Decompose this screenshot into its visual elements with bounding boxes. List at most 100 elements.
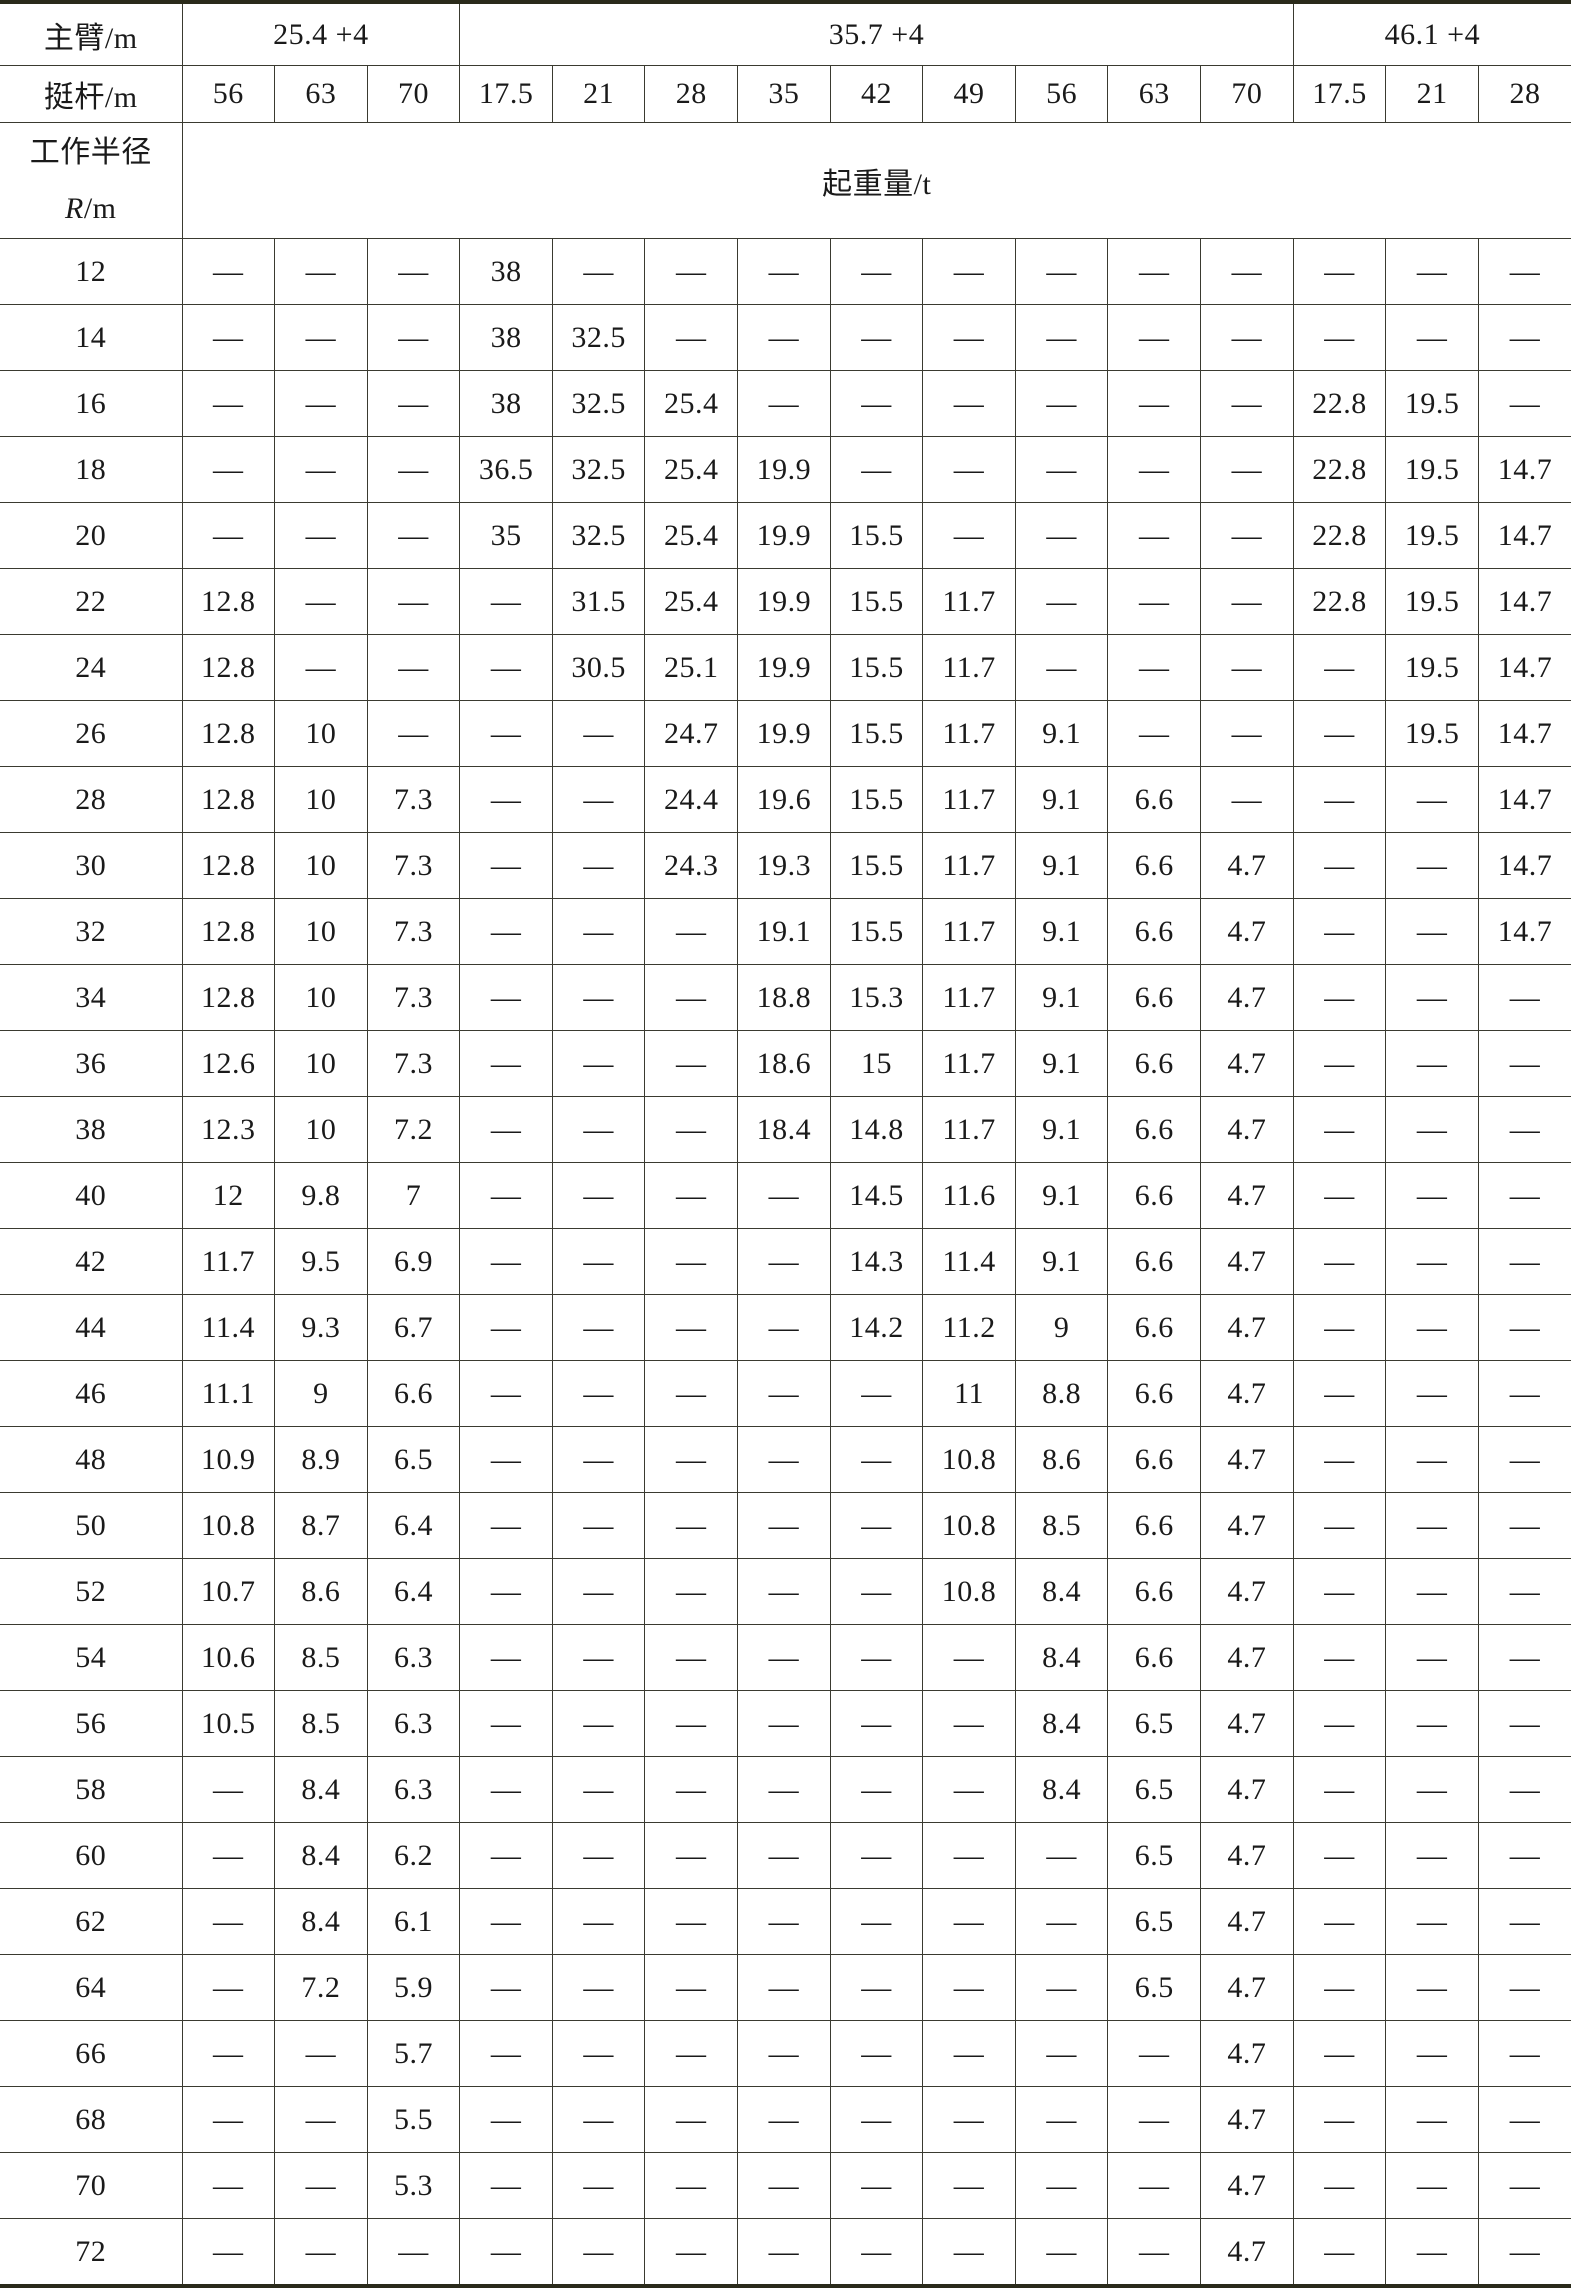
capacity-cell: —: [181, 2152, 276, 2219]
capacity-cell: 9.8: [274, 1162, 368, 1229]
capacity-cell: —: [551, 1822, 646, 1889]
capacity-cell: —: [644, 1492, 739, 1559]
capacity-cell: 4.7: [1200, 1690, 1294, 1757]
capacity-cell: —: [1292, 766, 1387, 833]
capacity-cell: —: [551, 1492, 646, 1559]
capacity-cell: 10.6: [181, 1624, 276, 1691]
capacity-cell: 14.7: [1477, 700, 1571, 767]
capacity-cell: —: [459, 568, 553, 635]
capacity-cell: 8.4: [1014, 1690, 1109, 1757]
capacity-cell: —: [1385, 2086, 1479, 2153]
capacity-cell: —: [1385, 766, 1479, 833]
capacity-cell: —: [644, 1096, 739, 1163]
capacity-cell: 6.4: [366, 1558, 461, 1625]
capacity-cell: 8.9: [274, 1426, 368, 1493]
capacity-cell: 7.2: [274, 1954, 368, 2021]
capacity-cell: —: [551, 1690, 646, 1757]
capacity-cell: —: [459, 832, 553, 899]
capacity-cell: 19.3: [737, 832, 831, 899]
capacity-cell: 9.3: [274, 1294, 368, 1361]
capacity-cell: 38: [459, 304, 553, 371]
capacity-cell: —: [1385, 1954, 1479, 2021]
table-row: 28 12.8 10 7.3— —24.4 19.6 15.5 11.7 9.1 6.6— — —14…: [0, 766, 1571, 833]
capacity-cell: —: [737, 1690, 831, 1757]
capacity-cell: —: [644, 964, 739, 1031]
capacity-cell: —: [1014, 304, 1109, 371]
capacity-cell: 4.7: [1200, 1426, 1294, 1493]
radius-cell: 72: [0, 2218, 183, 2287]
capacity-cell: —: [644, 1228, 739, 1295]
capacity-cell: —: [459, 1426, 553, 1493]
capacity-cell: 10: [274, 700, 368, 767]
capacity-cell: 24.7: [644, 700, 739, 767]
capacity-cell: —: [1477, 1294, 1571, 1361]
capacity-cell: 11: [922, 1360, 1016, 1427]
capacity-cell: —: [366, 436, 461, 503]
boom-group: 46.1 +4: [1292, 1, 1571, 66]
jib-length-cell: 17.5: [1292, 65, 1387, 123]
capacity-cell: 6.6: [1107, 1360, 1202, 1427]
capacity-cell: —: [551, 1228, 646, 1295]
capacity-cell: 19.5: [1385, 502, 1479, 569]
capacity-cell: —: [181, 304, 276, 371]
capacity-cell: —: [1477, 1954, 1571, 2021]
capacity-cell: 11.6: [922, 1162, 1016, 1229]
capacity-cell: —: [274, 2020, 368, 2087]
capacity-cell: 9: [1014, 1294, 1109, 1361]
capacity-cell: —: [274, 2218, 368, 2287]
capacity-cell: —: [181, 2086, 276, 2153]
capacity-cell: —: [922, 2020, 1016, 2087]
capacity-cell: —: [922, 304, 1016, 371]
capacity-cell: —: [459, 964, 553, 1031]
capacity-cell: 9.1: [1014, 964, 1109, 1031]
capacity-cell: —: [1107, 304, 1202, 371]
capacity-label: 起重量/t: [181, 122, 1571, 239]
capacity-cell: —: [644, 304, 739, 371]
capacity-cell: —: [1477, 1888, 1571, 1955]
capacity-cell: 11.7: [922, 1030, 1016, 1097]
capacity-cell: 22.8: [1292, 502, 1387, 569]
capacity-cell: 14.7: [1477, 502, 1571, 569]
capacity-cell: —: [551, 1360, 646, 1427]
capacity-cell: 11.1: [181, 1360, 276, 1427]
table-row: 64—7.2 5.9— — — — — — —6.5 4.7— — —: [0, 1954, 1571, 2021]
capacity-cell: —: [829, 1426, 924, 1493]
capacity-cell: —: [737, 1162, 831, 1229]
table-row: 32 12.8 10 7.3— — —19.1 15.5 11.7 9.1 6.6 4.7— —14.…: [0, 898, 1571, 965]
capacity-cell: —: [1477, 1162, 1571, 1229]
capacity-cell: 11.7: [181, 1228, 276, 1295]
capacity-cell: 25.4: [644, 436, 739, 503]
capacity-cell: —: [1385, 1228, 1479, 1295]
capacity-cell: 4.7: [1200, 2086, 1294, 2153]
capacity-cell: 6.3: [366, 1690, 461, 1757]
capacity-cell: —: [1477, 1426, 1571, 1493]
radius-cell: 34: [0, 964, 183, 1031]
capacity-cell: —: [1477, 1360, 1571, 1427]
capacity-cell: —: [1200, 700, 1294, 767]
capacity-cell: —: [1292, 2020, 1387, 2087]
capacity-cell: —: [1385, 1030, 1479, 1097]
capacity-cell: 4.7: [1200, 1162, 1294, 1229]
capacity-cell: —: [644, 1162, 739, 1229]
capacity-cell: —: [459, 1756, 553, 1823]
capacity-cell: 9.1: [1014, 700, 1109, 767]
capacity-cell: —: [922, 502, 1016, 569]
capacity-cell: —: [459, 1030, 553, 1097]
capacity-cell: —: [1385, 1294, 1479, 1361]
capacity-cell: —: [1107, 2152, 1202, 2219]
table-row: 24 12.8— — —30.5 25.1 19.9 15.5 11.7— — — —19.5 14.…: [0, 634, 1571, 701]
capacity-cell: —: [181, 2218, 276, 2287]
capacity-cell: —: [1292, 2086, 1387, 2153]
capacity-cell: 11.7: [922, 1096, 1016, 1163]
capacity-cell: 6.5: [1107, 1822, 1202, 1889]
capacity-cell: —: [829, 2218, 924, 2287]
capacity-cell: —: [274, 2152, 368, 2219]
capacity-cell: —: [1385, 2152, 1479, 2219]
capacity-cell: 12.8: [181, 766, 276, 833]
capacity-cell: —: [737, 1228, 831, 1295]
capacity-cell: 32.5: [551, 502, 646, 569]
jib-length-cell: 17.5: [459, 65, 553, 123]
capacity-cell: 4.7: [1200, 1954, 1294, 2021]
radius-cell: 20: [0, 502, 183, 569]
